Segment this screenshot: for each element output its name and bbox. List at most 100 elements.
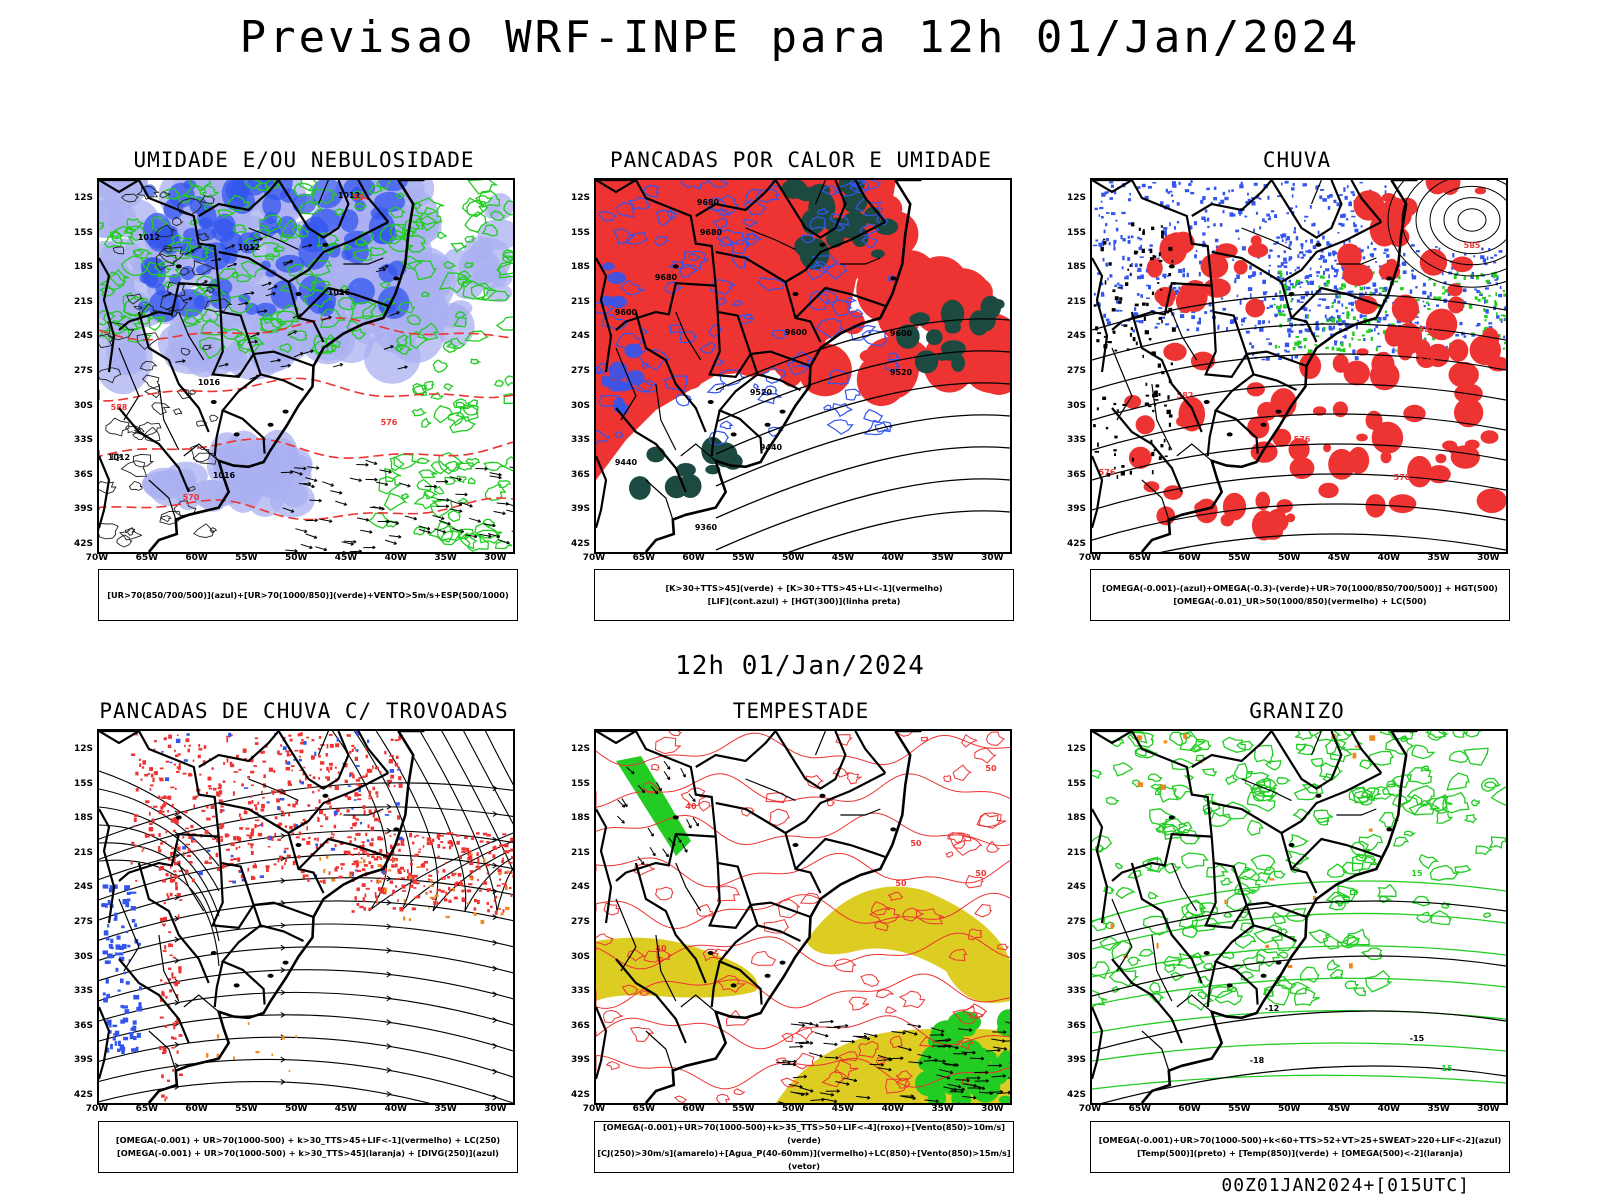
storm-rain-area xyxy=(164,840,167,843)
divergence-area xyxy=(108,888,113,893)
lake xyxy=(1203,951,1210,955)
wind-vector xyxy=(303,350,314,354)
lif-contour xyxy=(863,408,884,424)
storm-rain-area xyxy=(164,982,168,984)
pressure-contour xyxy=(133,305,143,310)
storm-rain-area xyxy=(250,795,252,798)
low-level-humidity-contour xyxy=(443,383,455,392)
storm-rain-area xyxy=(161,923,166,926)
storm-rain-area xyxy=(261,822,264,827)
low-level-humidity-contour xyxy=(150,215,169,233)
wind-vector xyxy=(840,1040,855,1043)
wind-vector xyxy=(294,548,298,552)
rain-omega-weak xyxy=(1289,207,1293,210)
rain-omega-strong xyxy=(1303,337,1308,341)
rain-omega-weak xyxy=(1289,322,1293,325)
rain-omega-weak xyxy=(1280,277,1285,280)
low-level-humidity-contour xyxy=(286,263,304,277)
storm-rain-area xyxy=(498,873,501,876)
legend-trovoadas: [OMEGA(-0.001) + UR>70(1000-500) + k>30_… xyxy=(98,1121,518,1173)
divergence-area xyxy=(175,738,181,744)
panel-title-pancadas_calor: PANCADAS POR CALOR E UMIDADE xyxy=(609,148,992,172)
country-border xyxy=(717,353,763,454)
storm-rain-area xyxy=(320,761,325,765)
precipitable-water-contour xyxy=(680,787,707,807)
storm-rain-area xyxy=(354,822,358,825)
low-level-humidity-contour xyxy=(182,309,204,325)
rain-omega-weak xyxy=(1247,287,1253,292)
longitude-label: 35W xyxy=(434,553,457,563)
instability-area-orange xyxy=(271,1053,273,1057)
low-level-humidity-contour xyxy=(421,417,432,428)
rain-omega-weak xyxy=(1269,304,1273,308)
divergence-area xyxy=(186,733,190,736)
longitude-label: 50W xyxy=(284,1104,308,1114)
storm-rain-area xyxy=(454,882,458,887)
lc-streamline-fragment xyxy=(1116,475,1119,479)
precipitable-water-contour xyxy=(702,948,719,962)
wind-vector xyxy=(433,484,437,489)
precipitable-water-contour xyxy=(832,767,851,778)
storm-rain-area xyxy=(133,825,136,828)
humidity-high-area xyxy=(244,303,259,315)
storm-rain-area xyxy=(448,887,451,891)
low-level-humidity-contour xyxy=(201,308,222,323)
lif-area xyxy=(602,262,615,271)
storm-rain-area xyxy=(158,796,161,800)
rain-omega-weak xyxy=(1332,254,1335,257)
storm-rain-area xyxy=(159,997,163,1002)
lc-streamline-fragment xyxy=(1132,337,1136,342)
rain-omega-weak xyxy=(1100,200,1103,203)
divergence-area xyxy=(232,880,236,884)
temp-850-contour xyxy=(1149,808,1176,826)
latitude-label: 18S xyxy=(1066,262,1086,273)
storm-rain-area xyxy=(339,842,344,846)
wind-vector xyxy=(819,1054,823,1058)
wind-vector xyxy=(218,363,229,367)
latitude-label: 39S xyxy=(73,1055,93,1066)
wind-vector xyxy=(877,1054,892,1060)
streamline xyxy=(174,852,180,859)
low-level-humidity-contour xyxy=(132,249,145,256)
longitude-label: 35W xyxy=(1427,1104,1450,1114)
heat-humidity-area xyxy=(944,320,961,334)
rain-omega-weak xyxy=(1290,325,1293,328)
state-border xyxy=(317,731,329,756)
longitude-label: 35W xyxy=(434,1104,457,1114)
lc-streamline-fragment xyxy=(1125,282,1129,286)
storm-rain-area xyxy=(135,788,139,792)
rain-omega-weak xyxy=(1128,198,1132,202)
wind-vector xyxy=(874,1034,878,1038)
low-level-humidity-contour xyxy=(369,246,389,257)
streamline xyxy=(397,731,513,912)
storm-rain-area xyxy=(172,829,176,832)
rain-omega-weak xyxy=(1398,264,1401,268)
state-border xyxy=(1310,180,1322,205)
rain-omega-weak xyxy=(1172,287,1177,289)
storm-rain-area xyxy=(358,777,362,779)
storm-rain-area xyxy=(339,813,342,816)
rain-omega-weak xyxy=(1322,235,1325,240)
rain-omega-weak xyxy=(1427,303,1430,307)
storm-rain-area xyxy=(265,865,270,869)
storm-rain-area xyxy=(362,775,366,778)
rain-omega-weak xyxy=(1141,183,1146,188)
state-border xyxy=(840,257,881,265)
pressure-contour xyxy=(177,197,203,216)
storm-rain-area xyxy=(187,848,191,853)
rain-omega-weak xyxy=(1269,249,1272,252)
legend-tempestade: [OMEGA(-0.001)+UR>70(1000-500)+k>35_TTS>… xyxy=(594,1121,1014,1173)
storm-rain-area xyxy=(353,847,358,850)
contour-label: 584 xyxy=(353,193,370,202)
rain-omega-weak xyxy=(1101,192,1106,197)
storm-rain-area xyxy=(251,828,255,833)
wind-vector xyxy=(944,1064,959,1066)
rain-omega-weak xyxy=(1333,299,1336,303)
wind-vector xyxy=(998,1063,1003,1068)
storm-rain-area xyxy=(262,750,265,754)
rain-omega-strong xyxy=(1297,344,1300,348)
wind-vector xyxy=(801,1023,806,1028)
lif-contour xyxy=(844,388,861,401)
storm-rain-area xyxy=(358,845,364,848)
rain-omega-weak xyxy=(1274,315,1278,318)
